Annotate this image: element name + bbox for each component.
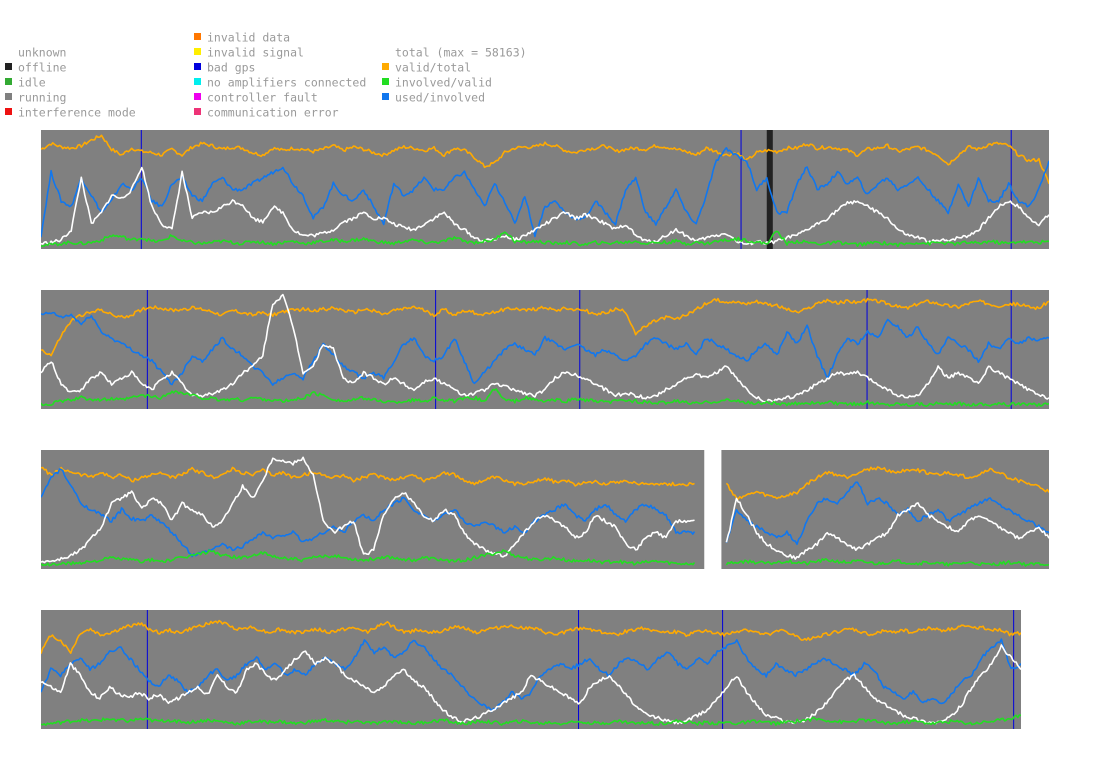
- chart-svg-4: [41, 610, 1021, 729]
- legend-item-invalid-signal: invalid signal: [194, 45, 304, 60]
- legend-swatch: [5, 108, 12, 115]
- chart-svg-1: [41, 130, 1049, 249]
- marker-bad-gps: [140, 130, 142, 249]
- legend-label: unknown: [18, 45, 67, 60]
- legend-label: no amplifiers connected: [207, 75, 367, 90]
- legend-label: total (max = 58163): [395, 45, 527, 60]
- series-line-used-involved: [41, 311, 1049, 386]
- series-line-used-involved: [41, 468, 1049, 558]
- series-line-used-involved: [41, 147, 1049, 238]
- legend-swatch: [194, 108, 201, 115]
- legend-item-valid-total: valid/total: [382, 60, 472, 75]
- marker-bad-gps: [722, 610, 724, 729]
- marker-bad-gps: [1010, 290, 1012, 409]
- legend-label: invalid data: [207, 30, 291, 45]
- legend-item-offline: offline: [5, 60, 67, 75]
- marker-bad-gps: [579, 290, 581, 409]
- legend-swatch: [5, 48, 12, 55]
- legend-label: interference mode: [18, 105, 136, 120]
- series-line-valid-total: [41, 619, 1021, 654]
- legend-label: offline: [18, 60, 67, 75]
- legend-item-communication-error: communication error: [194, 105, 339, 120]
- legend-label: involved/valid: [395, 75, 492, 90]
- legend-label: idle: [18, 75, 46, 90]
- chart-panel-1: [41, 130, 1049, 249]
- legend-item-running: running: [5, 90, 67, 105]
- legend-label: bad gps: [207, 60, 256, 75]
- legend-swatch: [194, 63, 201, 70]
- legend-label: used/involved: [395, 90, 486, 105]
- legend-label: communication error: [207, 105, 339, 120]
- series-line-total: [41, 166, 1049, 246]
- marker-bad-gps: [1013, 610, 1015, 729]
- marker-bad-gps: [866, 290, 868, 409]
- legend-item-used-involved: used/involved: [382, 90, 486, 105]
- legend-item-no-amplifiers-connected: no amplifiers connected: [194, 75, 367, 90]
- legend-label: controller fault: [207, 90, 318, 105]
- marker-bad-gps: [146, 610, 148, 729]
- legend-item-invalid-data: invalid data: [194, 30, 291, 45]
- legend-item-unknown: unknown: [5, 45, 67, 60]
- legend-item-controller-fault: controller fault: [194, 90, 318, 105]
- legend-swatch: [382, 48, 389, 55]
- chart-panel-4: [41, 610, 1021, 729]
- series-line-total: [41, 644, 1021, 725]
- legend-swatch: [5, 93, 12, 100]
- legend-swatch: [382, 63, 389, 70]
- legend-item-idle: idle: [5, 75, 46, 90]
- marker-bad-gps: [578, 610, 580, 729]
- series-line-used-involved: [41, 638, 1021, 713]
- legend-swatch: [194, 93, 201, 100]
- legend-swatch: [194, 78, 201, 85]
- data-gap: [704, 450, 722, 569]
- legend-swatch: [194, 33, 201, 40]
- series-line-valid-total: [41, 297, 1049, 357]
- legend-label: invalid signal: [207, 45, 304, 60]
- series-line-total: [41, 293, 1049, 403]
- legend-swatch: [382, 78, 389, 85]
- series-line-involved-valid: [41, 230, 1049, 248]
- legend-swatch: [5, 78, 12, 85]
- legend-swatch: [382, 93, 389, 100]
- marker-bad-gps: [740, 130, 742, 249]
- marker-bad-gps: [146, 290, 148, 409]
- series-line-involved-valid: [41, 549, 1049, 567]
- series-line-involved-valid: [41, 714, 1021, 726]
- legend-label: valid/total: [395, 60, 472, 75]
- series-line-total: [41, 456, 1049, 564]
- legend-item-total-max-58163: total (max = 58163): [382, 45, 527, 60]
- chart-svg-3: [41, 450, 1049, 569]
- legend-item-involved-valid: involved/valid: [382, 75, 492, 90]
- legend-swatch: [5, 63, 12, 70]
- chart-svg-2: [41, 290, 1049, 409]
- legend-swatch: [194, 48, 201, 55]
- chart-panel-2: [41, 290, 1049, 409]
- series-line-valid-total: [41, 134, 1049, 184]
- legend-label: running: [18, 90, 67, 105]
- legend-item-interference-mode: interference mode: [5, 105, 136, 120]
- legend-item-bad-gps: bad gps: [194, 60, 256, 75]
- chart-panel-3: [41, 450, 1049, 569]
- series-line-valid-total: [41, 466, 1049, 500]
- marker-bad-gps: [435, 290, 437, 409]
- series-line-involved-valid: [41, 388, 1049, 407]
